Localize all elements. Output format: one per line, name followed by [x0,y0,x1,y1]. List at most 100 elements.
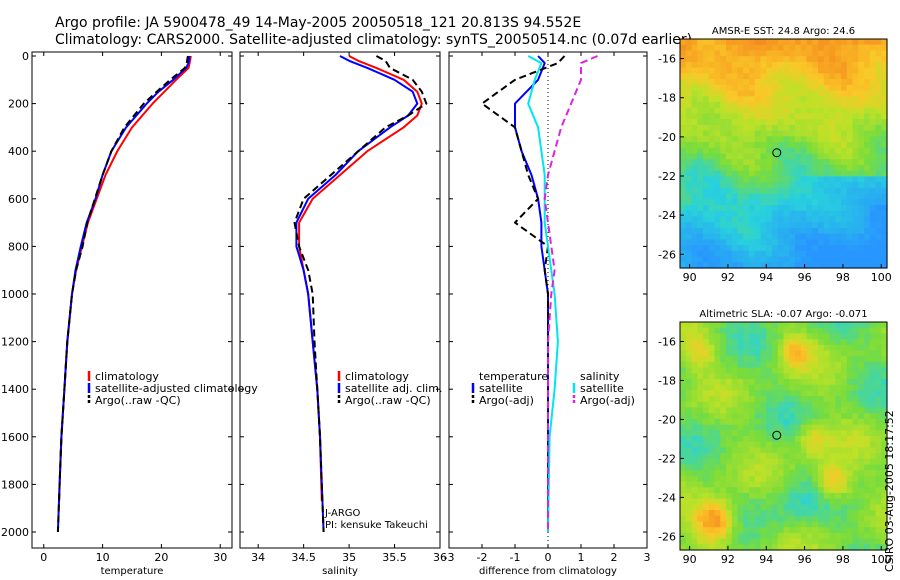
sla-cell [743,418,750,426]
sla-cell [789,515,796,523]
sst-cell [697,250,704,258]
sla-cell [881,396,888,403]
sst-cell [714,136,721,143]
sla-cell [869,361,877,369]
sst-cell [749,170,756,177]
sla-cell [720,356,727,363]
sla-cell [697,390,704,397]
sla-cell [749,430,756,437]
sst-cell [714,84,721,92]
sla-cell [743,430,750,437]
sst-cell [829,216,836,223]
sst-cell [823,101,831,109]
sla-cell [737,379,744,386]
sst-cell [749,61,756,69]
sla-cell [823,458,831,466]
sla-cell [812,413,819,420]
sla-cell [841,430,848,437]
sla-cell [731,424,739,431]
sla-cell [754,544,762,551]
sst-cell [818,216,825,223]
sst-cell [852,124,859,132]
sst-cell [743,73,750,80]
sla-cell [703,430,710,437]
sla-cell [881,418,888,426]
sla-cell [823,504,831,511]
sst-cell [743,147,750,155]
sst-cell [789,96,796,103]
sst-cell [749,153,756,160]
sla-cell [800,447,808,454]
sla-cell [749,333,756,340]
sla-ytick-label: -26 [658,530,676,543]
sla-cell [731,396,739,403]
sst-cell [777,176,785,183]
sst-cell [708,239,716,246]
sla-cell [818,339,825,346]
sla-cell [795,333,802,340]
sst-cell [731,96,739,103]
sla-cell [720,436,727,443]
sla-cell [697,441,704,448]
sla-cell [743,515,750,523]
sst-cell [881,84,888,92]
sst-cell [812,73,819,80]
sla-cell [685,521,693,528]
sst-cell [835,239,842,246]
salinity-annotation: J-ARGO [324,508,361,519]
sst-cell [737,227,744,235]
sst-cell [795,84,802,92]
sla-cell [697,493,704,500]
sst-cell [806,170,813,177]
sst-cell [766,84,773,92]
sla-cell [869,379,877,386]
sst-cell [789,205,796,212]
sst-cell [875,176,882,183]
sst-cell [818,124,825,132]
sst-cell [864,61,871,69]
sst-cell [800,50,808,57]
sla-cell [703,373,710,380]
sla-cell [823,544,831,551]
sst-cell [812,124,819,132]
sla-cell [703,470,710,477]
sst-cell [777,101,785,109]
sst-cell [731,79,739,86]
sla-cell [720,344,727,352]
sst-cell [743,250,750,258]
sst-cell [743,44,750,52]
sst-cell [864,256,871,263]
sst-cell [852,50,859,57]
sst-cell [772,119,779,126]
sla-cell [800,361,808,369]
sst-cell [680,193,687,200]
sla-cell [680,361,687,369]
sst-cell [743,101,750,109]
sla-cell [743,344,750,352]
sla-cell [875,481,882,488]
sst-cell [714,50,721,57]
sla-cell [754,401,762,409]
sst-cell [881,210,888,218]
sla-cell [697,322,704,329]
sla-cell [714,493,721,500]
sst-cell [835,222,842,229]
sla-cell [835,527,842,534]
sst-cell [685,227,693,235]
sst-cell [754,61,762,69]
sst-cell [835,245,842,252]
sla-cell [818,430,825,437]
sst-cell [680,113,687,120]
sla-cell [795,458,802,466]
sla-cell [783,521,790,528]
sst-title: AMSR-E SST: 24.8 Argo: 24.6 [712,26,855,37]
sst-cell [812,199,819,206]
sst-cell [864,44,871,52]
sla-cells [680,322,888,551]
sst-cell [875,84,882,92]
sst-cell [806,44,813,52]
sst-cell [841,153,848,160]
sst-cell [783,182,790,189]
sst-cell [697,210,704,218]
sst-cell [829,73,836,80]
